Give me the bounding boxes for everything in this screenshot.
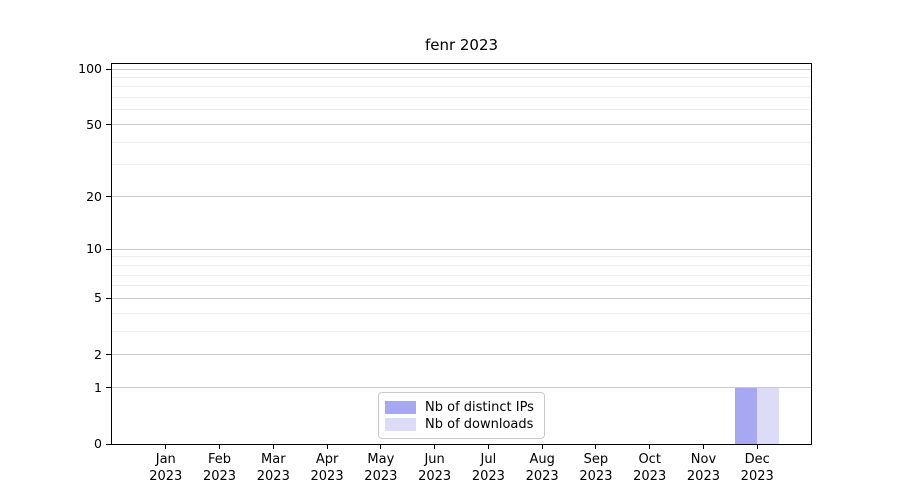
y-axis-tick	[106, 387, 112, 389]
x-axis-year-text: 2023	[686, 468, 720, 484]
x-axis-tick-label: Mar 2023	[241, 452, 305, 485]
legend-label-distinct-ips: Nb of distinct IPs	[425, 400, 534, 415]
y-axis-tick	[106, 297, 112, 299]
x-axis-tick-label: Jul 2023	[456, 452, 520, 485]
x-axis-month-text: Feb	[208, 452, 232, 467]
legend-swatch-distinct-ips-icon	[385, 401, 416, 414]
x-axis-tick	[702, 444, 704, 449]
y-axis-tick	[106, 68, 112, 70]
y-gridline-major	[112, 354, 811, 356]
y-axis-tick	[106, 124, 112, 126]
x-axis-month-text: Jul	[480, 452, 497, 467]
legend-label-downloads: Nb of downloads	[425, 417, 534, 432]
x-axis-year-text: 2023	[633, 468, 667, 484]
y-axis-tick	[106, 354, 112, 356]
x-axis-tick-label: Aug 2023	[510, 452, 574, 485]
x-axis-month-text: Jan	[155, 452, 176, 467]
x-axis-tick	[165, 444, 167, 449]
x-axis-month-text: Aug	[529, 452, 555, 467]
y-gridline-major	[112, 248, 811, 250]
x-axis-month-text: Dec	[744, 452, 770, 467]
y-gridline-minor	[112, 256, 811, 258]
y-gridline-minor	[112, 76, 811, 78]
x-axis-tick	[649, 444, 651, 449]
x-axis-month-text: Sep	[583, 452, 609, 467]
y-axis-tick	[106, 443, 112, 445]
x-axis-tick-label: Jun 2023	[403, 452, 467, 485]
y-gridline-minor	[112, 141, 811, 143]
y-axis-tick-label: 2	[94, 346, 102, 362]
bar-downloads	[757, 387, 780, 444]
y-gridline-minor	[112, 330, 811, 332]
y-gridline-major	[112, 297, 811, 299]
chart-title: fenr 2023	[424, 36, 499, 54]
x-axis-month-text: Mar	[261, 452, 286, 467]
x-axis-tick	[756, 444, 758, 449]
x-axis-month-text: Nov	[690, 452, 717, 467]
x-axis-tick	[380, 444, 382, 449]
x-axis-tick	[541, 444, 543, 449]
x-axis-month-text: Oct	[638, 452, 661, 467]
x-axis-tick-label: Dec 2023	[725, 452, 789, 485]
legend-item-downloads: Nb of downloads	[385, 416, 544, 433]
x-axis-month-text: May	[367, 452, 395, 467]
x-axis-month-text: Apr	[315, 452, 339, 467]
x-axis-year-text: 2023	[149, 468, 183, 484]
x-axis-tick-label: May 2023	[349, 452, 413, 485]
bar-distinct-ips	[735, 387, 758, 444]
x-axis-month-text: Jun	[424, 452, 445, 467]
x-axis-tick-label: Nov 2023	[671, 452, 735, 485]
x-axis-year-text: 2023	[202, 468, 237, 484]
x-axis-tick	[487, 444, 489, 449]
y-axis-tick-label: 20	[86, 188, 102, 204]
x-axis-year-text: 2023	[525, 468, 559, 484]
x-axis-year-text: 2023	[256, 468, 290, 484]
x-axis-tick	[272, 444, 274, 449]
y-gridline-minor	[112, 86, 811, 88]
x-axis-tick-label: Apr 2023	[295, 452, 359, 485]
y-axis-tick-label: 50	[86, 116, 102, 132]
legend: Nb of distinct IPs Nb of downloads	[378, 392, 545, 439]
x-axis-tick	[595, 444, 597, 449]
y-gridline-minor	[112, 285, 811, 287]
x-axis-year-text: 2023	[310, 468, 344, 484]
x-axis-tick-label: Oct 2023	[618, 452, 682, 485]
x-axis-year-text: 2023	[471, 468, 505, 484]
y-gridline-major	[112, 387, 811, 389]
x-axis-year-text: 2023	[418, 468, 452, 484]
y-gridline-minor	[112, 97, 811, 99]
x-axis-tick	[219, 444, 221, 449]
x-axis-tick-label: Feb 2023	[188, 452, 252, 485]
y-gridline-minor	[112, 274, 811, 276]
y-axis-tick-label: 1	[94, 379, 102, 395]
y-gridline-minor	[112, 109, 811, 111]
legend-swatch-downloads-icon	[385, 418, 416, 431]
y-axis-tick-label: 100	[78, 61, 102, 76]
x-axis-year-text: 2023	[579, 468, 613, 484]
y-gridline-minor	[112, 312, 811, 314]
y-gridline-major	[112, 196, 811, 198]
x-axis-year-text: 2023	[364, 468, 398, 484]
legend-item-distinct-ips: Nb of distinct IPs	[385, 399, 544, 416]
y-gridline-minor	[112, 164, 811, 166]
x-axis-tick	[326, 444, 328, 449]
y-axis-tick-label: 5	[94, 290, 102, 306]
y-gridline-major	[112, 124, 811, 126]
y-axis-tick	[106, 248, 112, 250]
y-axis-tick	[106, 196, 112, 198]
x-axis-tick	[434, 444, 436, 449]
x-axis-year-text: 2023	[740, 468, 774, 484]
x-axis-tick-label: Sep 2023	[564, 452, 628, 485]
y-axis-tick-label: 0	[94, 436, 102, 451]
y-gridline-major	[112, 68, 811, 70]
y-gridline-minor	[112, 264, 811, 266]
x-axis-tick-label: Jan 2023	[134, 452, 198, 485]
y-axis-tick-label: 10	[86, 241, 102, 257]
